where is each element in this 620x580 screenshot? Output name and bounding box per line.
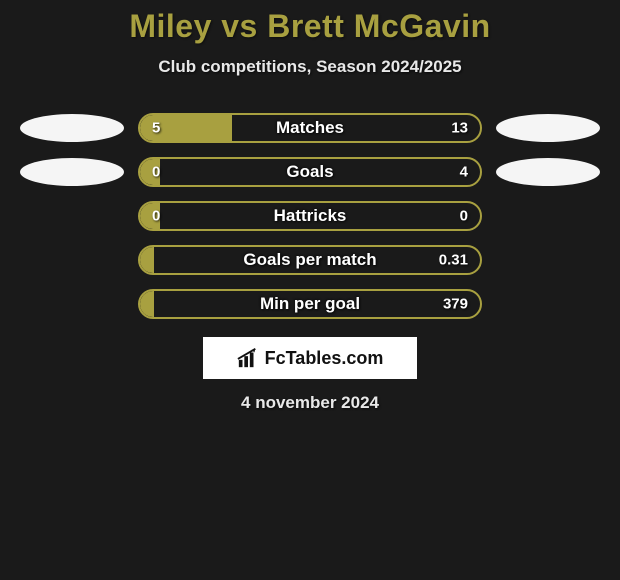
stat-bar: Min per goal 379 [138, 289, 482, 319]
page-subtitle: Club competitions, Season 2024/2025 [0, 57, 620, 77]
stat-value-right: 379 [443, 296, 468, 313]
page-title: Miley vs Brett McGavin [0, 8, 620, 45]
player-left-oval [20, 158, 124, 186]
stat-row: Hattricks 0 0 [0, 201, 620, 231]
stat-bar: Goals 0 4 [138, 157, 482, 187]
stat-row: Goals per match 0.31 [0, 245, 620, 275]
player-right-oval [496, 158, 600, 186]
stat-row: Min per goal 379 [0, 289, 620, 319]
stat-label: Min per goal [260, 294, 360, 314]
stat-label: Goals per match [243, 250, 376, 270]
stat-bar-fill-right [232, 115, 480, 141]
stat-bar: Matches 5 13 [138, 113, 482, 143]
stat-value-right: 0 [460, 208, 468, 225]
brand-logo: FcTables.com [203, 337, 417, 379]
stat-bar-fill-left [140, 291, 154, 317]
player-left-oval [20, 114, 124, 142]
stat-value-right: 13 [451, 120, 468, 137]
stat-label: Matches [276, 118, 344, 138]
stat-value-right: 4 [460, 164, 468, 181]
stat-value-right: 0.31 [439, 252, 468, 269]
stat-bar: Goals per match 0.31 [138, 245, 482, 275]
player-right-oval [496, 114, 600, 142]
comparison-infographic: Miley vs Brett McGavin Club competitions… [0, 0, 620, 413]
brand-text: FcTables.com [265, 348, 384, 369]
stat-value-left: 0 [152, 208, 160, 225]
stat-rows: Matches 5 13 Goals 0 4 Hattricks 0 0 Goals per ma… [0, 113, 620, 319]
stat-value-left: 0 [152, 164, 160, 181]
date-label: 4 november 2024 [0, 393, 620, 413]
stat-label: Goals [286, 162, 333, 182]
bar-chart-icon [237, 347, 259, 369]
stat-row: Matches 5 13 [0, 113, 620, 143]
stat-row: Goals 0 4 [0, 157, 620, 187]
stat-value-left: 5 [152, 120, 160, 137]
stat-bar-fill-left [140, 247, 154, 273]
stat-bar: Hattricks 0 0 [138, 201, 482, 231]
stat-label: Hattricks [274, 206, 347, 226]
